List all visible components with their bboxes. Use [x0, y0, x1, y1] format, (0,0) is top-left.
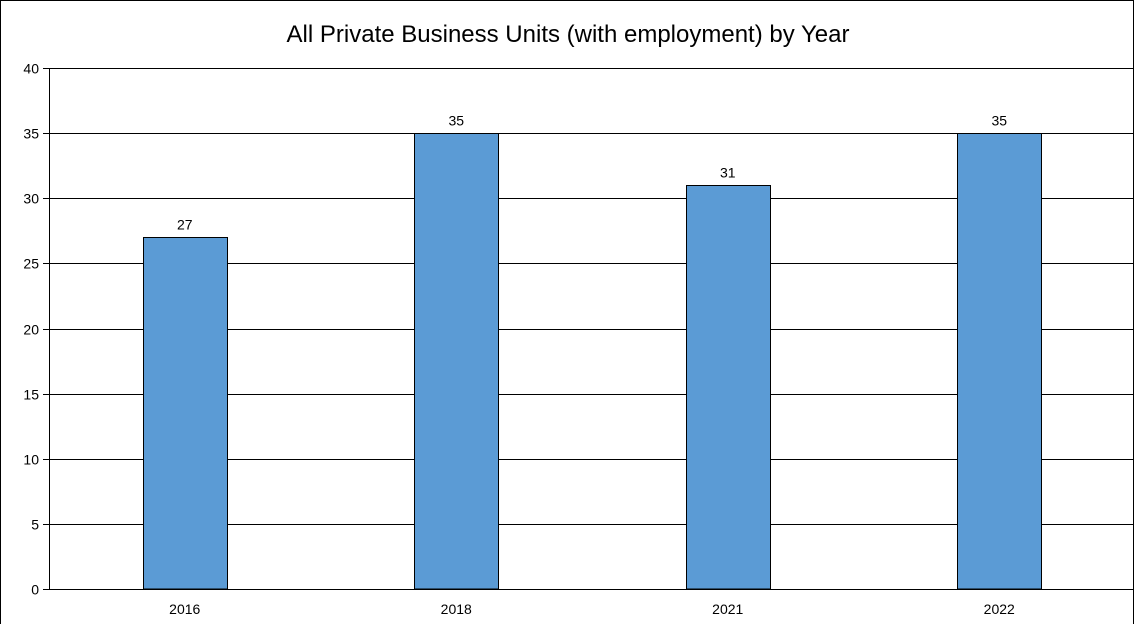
x-tick-labels: 2016 2018 2021 2022 — [169, 601, 1015, 617]
x-tick-label-2018: 2018 — [441, 601, 472, 617]
bars — [143, 133, 1042, 590]
y-tick-labels: 0 5 10 15 20 25 30 35 40 — [23, 61, 39, 598]
axes — [43, 68, 1134, 590]
data-label-2021: 31 — [720, 165, 736, 181]
y-tick-label: 15 — [23, 387, 39, 403]
y-tick-label: 20 — [23, 322, 39, 338]
y-tick-label: 40 — [23, 61, 39, 77]
data-label-2022: 35 — [991, 113, 1007, 129]
x-tick-label-2022: 2022 — [984, 601, 1015, 617]
chart-title: All Private Business Units (with employm… — [286, 21, 850, 48]
x-tick-label-2016: 2016 — [169, 601, 200, 617]
bar-2022 — [957, 133, 1042, 590]
y-tick-label: 5 — [31, 517, 39, 533]
y-tick-label: 10 — [23, 452, 39, 468]
y-tick-label: 0 — [31, 582, 39, 598]
data-label-2018: 35 — [448, 113, 464, 129]
data-label-2016: 27 — [177, 217, 193, 233]
y-tick-label: 30 — [23, 191, 39, 207]
y-tick-label: 25 — [23, 256, 39, 272]
bar-2021 — [686, 185, 771, 590]
y-tick-label: 35 — [23, 126, 39, 142]
bar-2016 — [143, 237, 228, 590]
x-tick-label-2021: 2021 — [712, 601, 743, 617]
data-labels: 27 35 31 35 — [177, 113, 1007, 233]
bar-2018 — [414, 133, 499, 590]
